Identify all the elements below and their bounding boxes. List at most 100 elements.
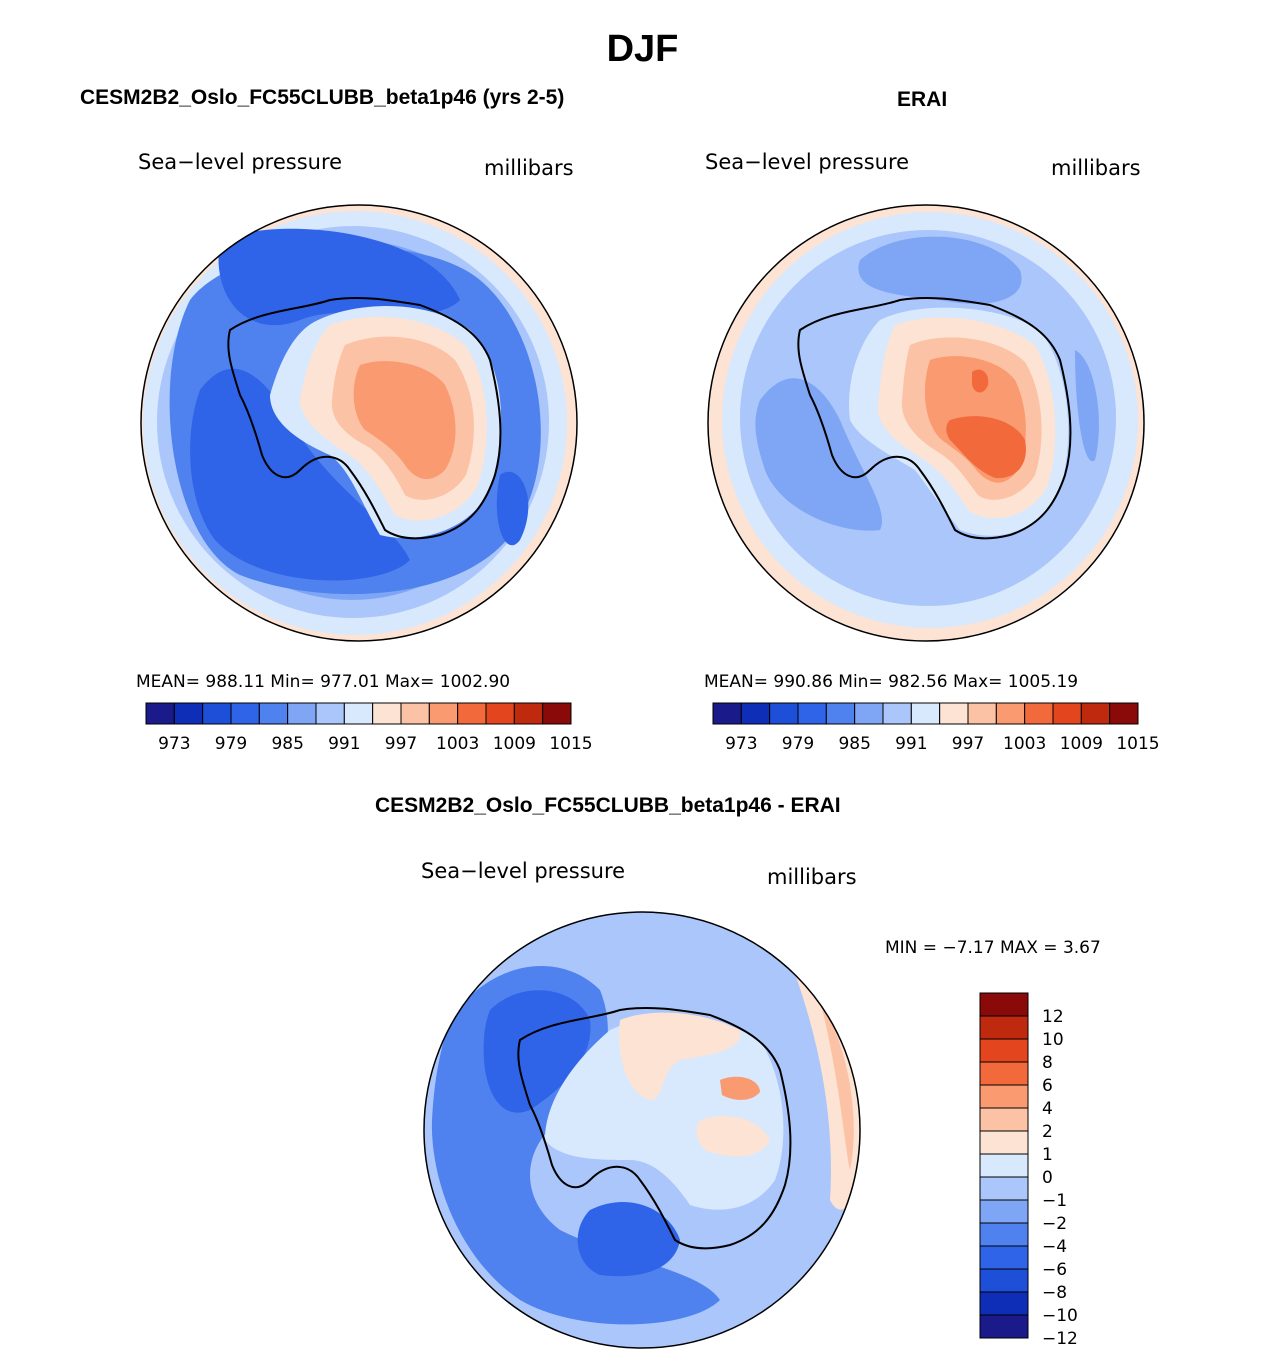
colorbar-tick-label: 2 [1042, 1122, 1053, 1142]
colorbar-tick-label: 991 [328, 734, 360, 754]
contour-fill [619, 1012, 741, 1100]
coastline [227, 296, 502, 540]
colorbar-tick-label: 1009 [493, 734, 536, 754]
colorbar-swatch [979, 1222, 1029, 1247]
colorbar-swatch [145, 702, 175, 725]
colorbar-swatch [979, 1084, 1029, 1109]
colorbar-tick-label: −10 [1042, 1306, 1078, 1326]
colorbar-tick-label: −2 [1042, 1214, 1067, 1234]
colorbar-tick-label: −1 [1042, 1191, 1067, 1211]
colorbar-swatch [513, 702, 544, 725]
contour-fill [1075, 350, 1099, 462]
variable-label-obs: Sea−level pressure [705, 150, 910, 174]
colorbar-tick-label: 1003 [1003, 734, 1046, 754]
colorbar-tick-label: 979 [215, 734, 247, 754]
colorbar-swatch [428, 702, 459, 725]
colorbar-swatch [979, 1107, 1029, 1132]
contour-fill [858, 236, 1022, 304]
colorbar-swatch [979, 1245, 1029, 1270]
colorbar-tick-label: 997 [952, 734, 984, 754]
colorbar-swatch [485, 702, 515, 725]
colorbar-tick-label: −8 [1042, 1283, 1067, 1303]
colorbar-tick-label: 1009 [1060, 734, 1103, 754]
colorbar-tick-label: 1015 [1116, 734, 1159, 754]
colorbar-swatch [979, 1268, 1029, 1293]
colorbar-tick-label: 6 [1042, 1076, 1053, 1096]
colorbar-swatch [979, 1291, 1029, 1316]
colorbar-tick-label: 8 [1042, 1053, 1053, 1073]
colorbar-tick-label: 10 [1042, 1030, 1064, 1050]
colorbar-swatch [967, 702, 997, 725]
panel-title-obs: ERAI [897, 88, 948, 111]
colorbar-swatch [979, 1176, 1029, 1201]
colorbar-swatch [740, 702, 771, 725]
colorbar-tick-label: 979 [782, 734, 814, 754]
colorbar-swatch [979, 1038, 1029, 1063]
colorbar-tick-label: 991 [895, 734, 927, 754]
figure-title: DJF [606, 28, 679, 70]
colorbar-swatch [979, 1199, 1029, 1224]
panel-title-model: CESM2B2_Oslo_FC55CLUBB_beta1p46 (yrs 2-5… [80, 86, 565, 109]
stats-obs: MEAN= 990.86 Min= 982.56 Max= 1005.19 [704, 672, 1079, 692]
colorbar-swatch [1109, 702, 1139, 725]
colorbar-swatch [712, 702, 742, 725]
colorbar-swatch [910, 702, 941, 725]
contour-fill [496, 471, 529, 546]
coastline [797, 296, 1072, 540]
colorbar-swatch [457, 702, 487, 725]
colorbar-swatch [769, 702, 799, 725]
colorbar-tick-label: 12 [1042, 1007, 1064, 1027]
stats-diff: MIN = −7.17 MAX = 3.67 [885, 938, 1101, 958]
colorbar-swatch [979, 1314, 1029, 1339]
contour-fill [755, 378, 882, 531]
coastline [517, 1006, 792, 1250]
colorbar-swatch [979, 1153, 1029, 1178]
colorbar-tick-label: 997 [385, 734, 417, 754]
contour-fill [820, 1000, 854, 1170]
contour-fill [577, 1201, 680, 1277]
colorbar-swatch [400, 702, 430, 725]
variable-label-model: Sea−level pressure [138, 150, 343, 174]
colorbar-tick-label: 1003 [436, 734, 479, 754]
units-label-model: millibars [484, 156, 574, 180]
colorbar-swatch [825, 702, 856, 725]
colorbar-swatch [1024, 702, 1054, 725]
colorbar-swatch [315, 702, 345, 725]
colorbar-tick-label: 973 [158, 734, 190, 754]
contour-fill [545, 1017, 784, 1210]
colorbar-swatch [258, 702, 289, 725]
colorbar-swatch [979, 1130, 1029, 1155]
colorbar-swatch [882, 702, 912, 725]
units-label-diff: millibars [767, 865, 857, 889]
colorbar-tick-label: −6 [1042, 1260, 1067, 1280]
colorbar-1: 973 979 985 991 997 1003 1009 1015 [712, 702, 1160, 754]
colorbar-swatch [1080, 702, 1111, 725]
colorbar-swatch [343, 702, 374, 725]
colorbar-swatch [979, 1015, 1029, 1040]
colorbar-tick-label: 1 [1042, 1145, 1053, 1165]
contour-fill [696, 1116, 770, 1157]
contour-fill [946, 416, 1026, 479]
colorbar-0: 973 979 985 991 997 1003 1009 1015 [145, 702, 593, 754]
colorbar-swatch [230, 702, 260, 725]
colorbar-tick-label: 985 [271, 734, 303, 754]
colorbar-swatch [372, 702, 402, 725]
colorbar-swatch [173, 702, 204, 725]
variable-label-diff: Sea−level pressure [421, 859, 626, 883]
colorbar-tick-label: 4 [1042, 1099, 1053, 1119]
units-label-obs: millibars [1051, 156, 1141, 180]
colorbar-swatch [979, 1061, 1029, 1086]
contour-fill [720, 1076, 760, 1100]
contour-fill [972, 369, 989, 393]
contour-fill [353, 361, 456, 480]
colorbar-swatch [542, 702, 572, 725]
colorbar-swatch [854, 702, 884, 725]
colorbar-swatch [939, 702, 969, 725]
colorbar-swatch [202, 702, 232, 725]
colorbar-swatch [797, 702, 827, 725]
colorbar-swatch [979, 992, 1029, 1017]
